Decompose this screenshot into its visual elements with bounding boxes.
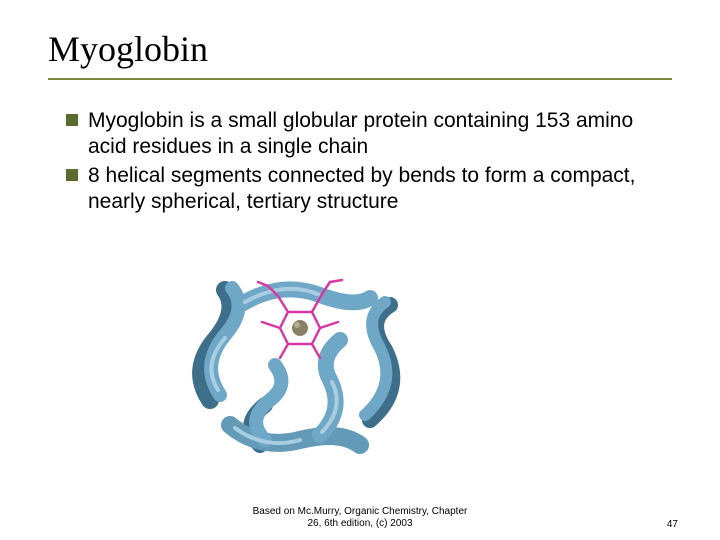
- slide-title: Myoglobin: [48, 28, 672, 80]
- myoglobin-ribbon-icon: [170, 250, 430, 470]
- footer-line: Based on Mc.Murry, Organic Chemistry, Ch…: [0, 506, 720, 518]
- slide: Myoglobin Myoglobin is a small globular …: [0, 0, 720, 540]
- protein-structure-figure: [170, 250, 430, 470]
- page-number: 47: [667, 519, 678, 530]
- bullet-item: 8 helical segments connected by bends to…: [66, 163, 672, 214]
- bullet-item: Myoglobin is a small globular protein co…: [66, 108, 672, 159]
- footer-citation: Based on Mc.Murry, Organic Chemistry, Ch…: [0, 506, 720, 530]
- footer-line: 26, 6th edition, (c) 2003: [0, 518, 720, 530]
- bullet-list: Myoglobin is a small globular protein co…: [48, 108, 672, 214]
